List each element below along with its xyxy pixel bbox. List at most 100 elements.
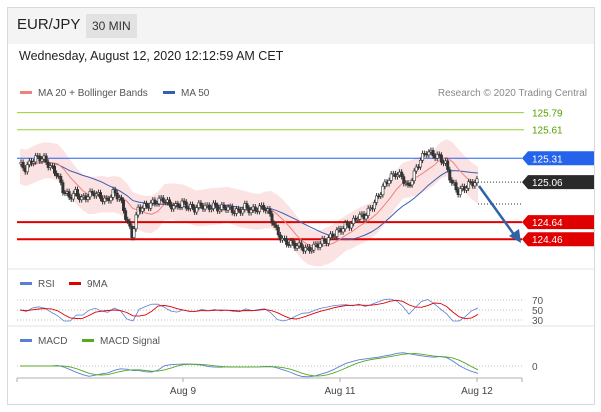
candle-body	[352, 217, 356, 224]
support-level-label: 124.64	[532, 218, 563, 229]
candle-body	[115, 192, 119, 200]
candle-body	[467, 181, 471, 189]
candle-body	[437, 153, 441, 156]
candle-body	[182, 200, 186, 203]
target-level-label: 125.61	[532, 126, 563, 137]
candle-body	[55, 172, 59, 177]
candle-body	[364, 215, 368, 220]
legend-rsi: RSI	[20, 279, 55, 290]
candle-body	[111, 189, 115, 198]
candle-body	[358, 214, 362, 220]
candle-body	[475, 178, 479, 184]
candle-body	[402, 176, 406, 184]
macd-swatch	[20, 338, 32, 342]
candle-body	[195, 207, 199, 213]
current-price-label: 125.06	[532, 178, 563, 189]
rsi-level-label: 70	[532, 296, 544, 307]
bollinger-band	[20, 139, 478, 267]
candle-body	[312, 243, 316, 251]
x-axis-tick-label: Aug 9	[170, 386, 197, 397]
candle-body	[214, 202, 218, 206]
candle-body	[322, 238, 326, 242]
currency-pair-title: EUR/JPY	[17, 16, 81, 33]
timeframe-badge[interactable]: 30 MIN	[86, 14, 137, 38]
candle-body	[454, 182, 458, 191]
candle-body	[128, 221, 132, 227]
resistance-level-label: 125.31	[532, 154, 563, 165]
candle-body	[99, 192, 103, 199]
candle-body	[439, 154, 443, 163]
candle-body	[473, 182, 477, 187]
candle-body	[379, 194, 383, 197]
candle-body	[237, 208, 241, 211]
support-label-bg	[522, 232, 594, 247]
candle-body	[44, 155, 48, 163]
candle-body	[356, 218, 360, 221]
candle-body	[184, 201, 188, 209]
support-label-bg	[522, 215, 594, 230]
legend-macd: MACD	[20, 336, 67, 347]
support-level-label: 124.46	[532, 235, 563, 246]
legend-macd-signal: MACD Signal	[82, 336, 160, 347]
legend-rsi-ma-label: 9MA	[87, 279, 108, 290]
candle-body	[249, 209, 253, 214]
candle-body	[180, 200, 184, 208]
candle-body	[103, 197, 107, 202]
chart-datetime: Wednesday, August 12, 2020 12:12:59 AM C…	[19, 49, 284, 63]
rsi-line	[19, 298, 479, 322]
candle-body	[59, 176, 63, 183]
candle-body	[122, 200, 126, 211]
candle-body	[230, 206, 234, 213]
candle-body	[450, 179, 454, 184]
macd-signal-swatch	[82, 338, 94, 342]
candle-body	[272, 222, 276, 226]
candle-body	[268, 208, 272, 215]
candle-body	[310, 249, 314, 252]
candle-body	[326, 237, 330, 244]
candle-body	[383, 181, 387, 187]
candle-body	[446, 160, 450, 170]
candle-body	[395, 174, 399, 178]
macd-signal-line	[20, 353, 479, 377]
candle-body	[421, 153, 425, 161]
candle-body	[207, 204, 211, 210]
rsi-ma-swatch	[69, 281, 81, 285]
candle-body	[257, 205, 261, 212]
candle-body	[90, 191, 94, 194]
candle-body	[303, 247, 307, 252]
candle-body	[270, 213, 274, 224]
candle-body	[435, 153, 439, 159]
candle-body	[253, 206, 257, 212]
candle-body	[67, 191, 71, 198]
macd-zero-label: 0	[532, 362, 538, 373]
current-price-bg	[522, 175, 594, 190]
candle-body	[25, 164, 29, 173]
legend-macd-label: MACD	[38, 336, 68, 347]
candle-body	[226, 206, 230, 211]
candle-body	[218, 209, 222, 212]
candle-body	[372, 202, 376, 210]
candle-body	[216, 205, 220, 212]
candle-body	[276, 227, 280, 236]
candle-body	[262, 204, 266, 210]
resistance-label-bg	[522, 151, 594, 166]
candle-body	[203, 204, 207, 210]
candle-body	[88, 191, 92, 198]
candle-body	[448, 169, 452, 181]
candle-body	[245, 203, 249, 209]
candle-body	[333, 236, 337, 238]
candle-body	[124, 210, 128, 220]
legend-ma50: MA 50	[163, 88, 209, 99]
candle-body	[80, 196, 84, 201]
candle-body	[414, 166, 418, 172]
candle-body	[366, 207, 370, 216]
candle-body	[343, 222, 347, 230]
candle-body	[46, 161, 50, 168]
rsi-level-label: 30	[532, 316, 544, 327]
candle-body	[134, 214, 138, 230]
candle-body	[119, 197, 123, 201]
candle-body	[40, 158, 44, 162]
candle-body	[400, 171, 404, 177]
candle-body	[222, 204, 226, 209]
